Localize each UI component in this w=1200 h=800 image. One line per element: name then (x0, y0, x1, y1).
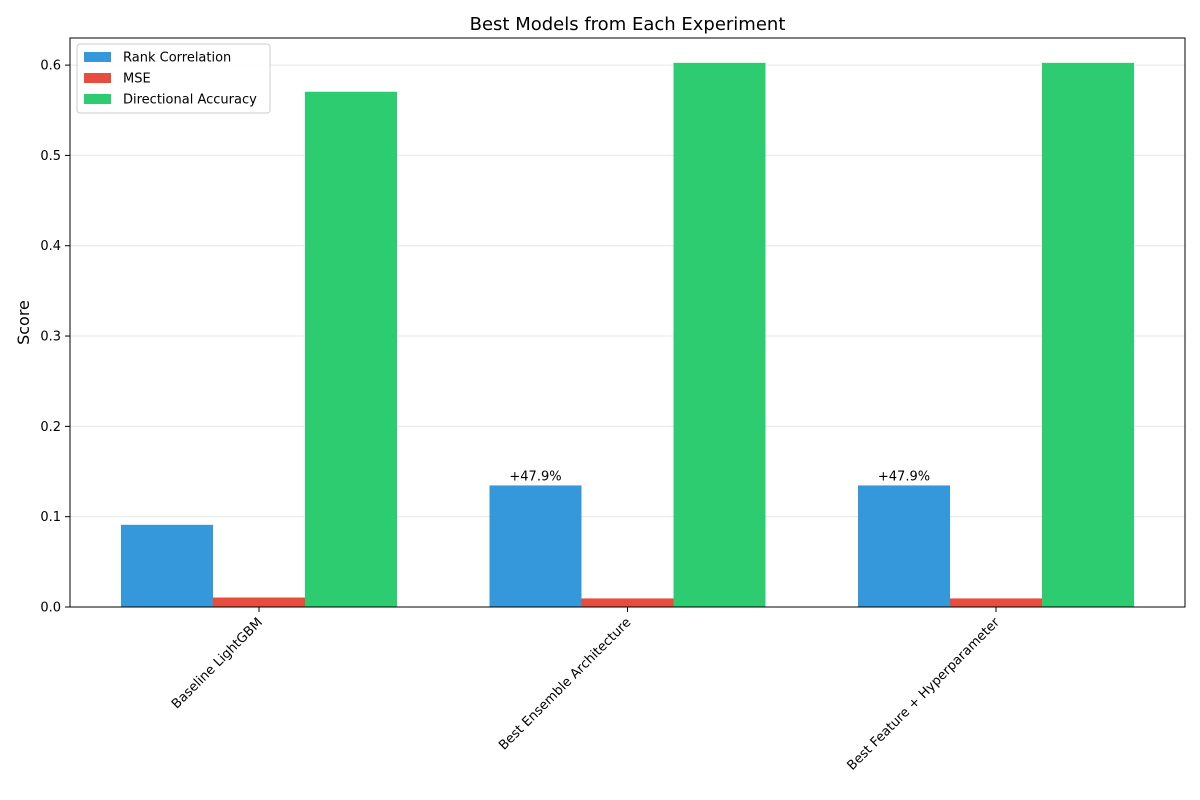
y-axis-ticks: 0.0 0.1 0.2 0.3 0.4 0.5 0.6 (40, 59, 70, 616)
bar-rank-correlation-1 (489, 485, 582, 607)
legend-label: Rank Correlation (123, 51, 231, 66)
bar-rank-correlation-0 (121, 524, 213, 607)
bar-mse-1 (581, 598, 674, 607)
bar-mse-0 (213, 597, 305, 607)
y-axis-label: Score (14, 300, 33, 345)
y-tick-label: 0.5 (40, 149, 61, 164)
y-tick-label: 0.4 (40, 239, 61, 254)
x-tick-label: Best Ensemble Architecture (496, 615, 634, 753)
y-tick-label: 0.2 (40, 420, 61, 435)
legend-swatch (84, 94, 111, 104)
grid-lines (70, 64, 1185, 608)
bars (121, 62, 1134, 608)
legend-label: MSE (123, 72, 151, 87)
x-tick-label: Best Feature + Hyperparameter (845, 615, 1004, 774)
legend-swatch (84, 73, 111, 83)
bar-mse-2 (950, 598, 1042, 607)
legend-swatch (84, 52, 111, 62)
x-axis-ticks: Baseline LightGBM Best Ensemble Architect… (169, 607, 1003, 774)
x-tick-label: Baseline LightGBM (169, 615, 266, 712)
bar-annotation: +47.9% (509, 469, 561, 484)
bar-directional-accuracy-0 (305, 91, 397, 607)
legend-box (76, 43, 271, 114)
bar-rank-correlation-2 (858, 485, 950, 607)
bar-directional-accuracy-1 (673, 62, 766, 608)
legend: Rank Correlation MSE Directional Accuracy (76, 43, 271, 114)
y-tick-label: 0.3 (40, 330, 61, 345)
legend-label: Directional Accuracy (123, 93, 257, 108)
y-tick-label: 0.0 (40, 601, 61, 616)
y-tick-label: 0.1 (40, 510, 61, 525)
y-tick-label: 0.6 (40, 59, 61, 74)
chart-title: Best Models from Each Experiment (470, 14, 786, 35)
bar-directional-accuracy-2 (1042, 62, 1134, 608)
annotations: +47.9% +47.9% (509, 469, 930, 484)
plot-frame (69, 37, 1186, 608)
bar-annotation: +47.9% (878, 469, 930, 484)
